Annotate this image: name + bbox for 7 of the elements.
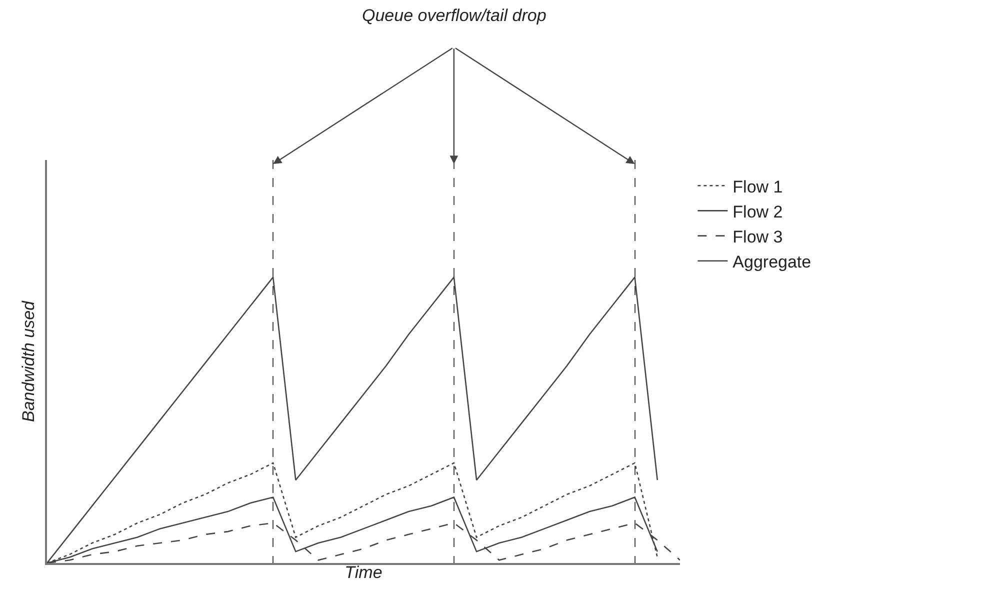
x-axis-title: Time	[344, 562, 382, 582]
legend-label: Flow 2	[732, 202, 783, 222]
chart-title: Queue overflow/tail drop	[362, 6, 546, 25]
y-axis-title: Bandwidth used	[19, 300, 38, 422]
legend-label: Aggregate	[732, 252, 812, 272]
legend-label: Flow 3	[732, 227, 783, 246]
legend-label: Flow 1	[732, 177, 783, 196]
